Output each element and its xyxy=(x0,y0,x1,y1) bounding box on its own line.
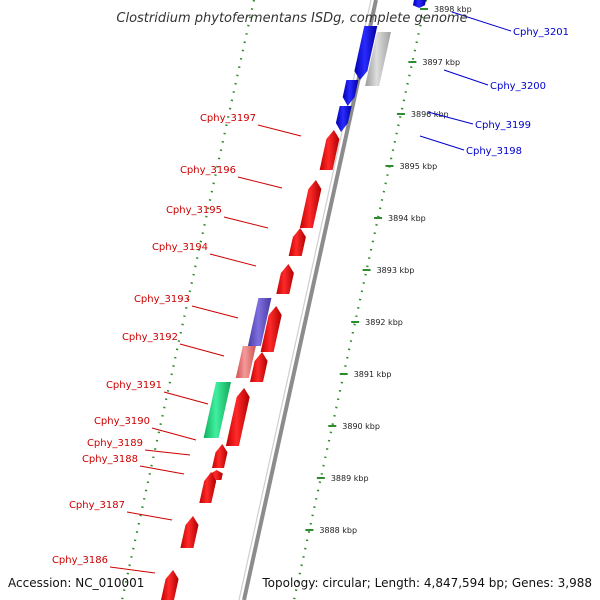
leader-line xyxy=(419,135,465,151)
gene-cphy-3186[interactable] xyxy=(161,570,179,600)
tick-label: 3892 kbp xyxy=(365,318,403,327)
tick-label: 3894 kbp xyxy=(388,214,426,223)
kbp-ticks: 3898 kbp 3897 kbp 3896 kbp 3895 kbp 3894 kbp… xyxy=(305,5,472,535)
leader-line xyxy=(237,176,283,189)
leader-line xyxy=(151,427,197,441)
leader-line xyxy=(191,305,239,319)
gene-cphy-3199[interactable] xyxy=(342,80,359,106)
leader-line xyxy=(139,465,185,475)
gene-label-minus[interactable]: Cphy_3199 xyxy=(475,120,531,131)
dotted-tracks xyxy=(120,0,428,600)
tick-label: 3896 kbp xyxy=(411,110,449,119)
gene-cphy-3195[interactable] xyxy=(288,228,306,256)
leader-line xyxy=(126,511,173,521)
gene-label-plus[interactable]: Cphy_3196 xyxy=(180,165,236,176)
gene-label-plus[interactable]: Cphy_3193 xyxy=(134,294,190,305)
tick-label: 3889 kbp xyxy=(331,474,369,483)
gene-label-plus[interactable]: Cphy_3195 xyxy=(166,205,222,216)
gene-cphy-3194[interactable] xyxy=(276,264,294,294)
leader-line xyxy=(427,111,474,125)
gene-cphy-3193[interactable] xyxy=(247,298,272,346)
gene-block-red[interactable] xyxy=(225,388,250,446)
gene-features xyxy=(161,0,426,600)
tick-label: 3891 kbp xyxy=(354,370,392,379)
gene-label-plus[interactable]: Cphy_3197 xyxy=(200,113,256,124)
backbone-line xyxy=(242,0,378,600)
gene-block-red[interactable] xyxy=(250,352,268,382)
gene-labels: Cphy_3197 Cphy_3196 Cphy_3195 Cphy_3194 Cphy… xyxy=(52,11,569,574)
gene-label-minus[interactable]: Cphy_3201 xyxy=(513,27,569,38)
gene-block-blue[interactable] xyxy=(354,26,378,80)
outer-dotted-track xyxy=(292,0,428,600)
gene-label-plus[interactable]: Cphy_3188 xyxy=(82,454,138,465)
leader-line xyxy=(443,69,489,86)
tick-label: 3898 kbp xyxy=(434,5,472,14)
tick-label: 3895 kbp xyxy=(399,162,437,171)
gene-cphy-3197[interactable] xyxy=(319,130,340,170)
gene-cphy-3188[interactable] xyxy=(199,472,217,503)
gene-block-red[interactable] xyxy=(260,306,282,352)
leader-line xyxy=(179,343,225,357)
gene-label-plus[interactable]: Cphy_3190 xyxy=(94,416,150,427)
tick-label: 3888 kbp xyxy=(319,526,357,535)
inner-dotted-track xyxy=(120,0,256,600)
gene-label-plus[interactable]: Cphy_3186 xyxy=(52,555,108,566)
gene-cphy-3191[interactable] xyxy=(203,382,231,438)
tick-label: 3897 kbp xyxy=(422,58,460,67)
gene-label-plus[interactable]: Cphy_3187 xyxy=(69,500,125,511)
gene-cphy-3187[interactable] xyxy=(180,516,199,548)
leader-line xyxy=(223,216,269,229)
gene-cphy-3201[interactable] xyxy=(412,0,426,8)
gene-label-plus[interactable]: Cphy_3194 xyxy=(152,242,208,253)
leader-line xyxy=(163,391,209,405)
gene-cphy-3198[interactable] xyxy=(335,106,352,132)
accession-text: Accession: NC_010001 xyxy=(8,576,144,590)
leader-line xyxy=(451,11,512,32)
leader-line xyxy=(144,449,191,456)
gene-label-plus[interactable]: Cphy_3192 xyxy=(122,332,178,343)
topology-text: Topology: circular; Length: 4,847,594 bp… xyxy=(261,576,592,590)
tick-label: 3893 kbp xyxy=(377,266,415,275)
gene-label-minus[interactable]: Cphy_3198 xyxy=(466,146,522,157)
gene-label-plus[interactable]: Cphy_3191 xyxy=(106,380,162,391)
leader-line xyxy=(209,253,257,267)
gene-label-minus[interactable]: Cphy_3200 xyxy=(490,81,546,92)
gene-cphy-3192[interactable] xyxy=(235,346,256,378)
map-title: Clostridium phytofermentans ISDg, comple… xyxy=(116,11,467,26)
gene-label-plus[interactable]: Cphy_3189 xyxy=(87,438,143,449)
gene-cphy-3200[interactable] xyxy=(365,32,391,86)
gene-cphy-3196[interactable] xyxy=(299,180,322,228)
gene-cphy-3190[interactable] xyxy=(212,444,228,468)
tick-label: 3890 kbp xyxy=(342,422,380,431)
leader-line xyxy=(257,124,302,137)
leader-line xyxy=(109,566,156,574)
